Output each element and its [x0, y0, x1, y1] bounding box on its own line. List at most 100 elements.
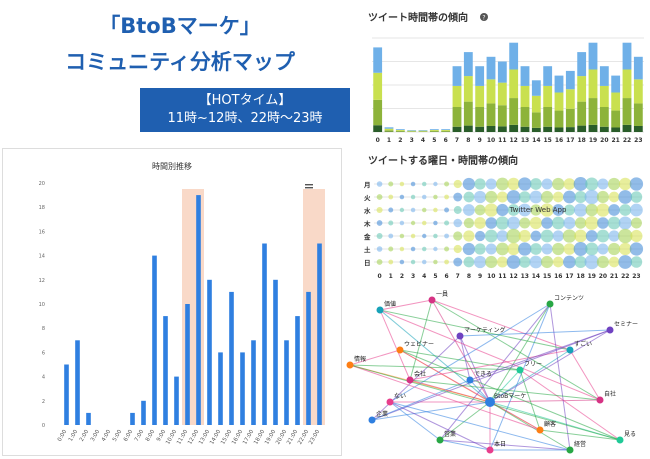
stacked-bar-segment[interactable] — [566, 127, 575, 132]
bubble[interactable] — [586, 230, 598, 242]
stacked-bar-segment[interactable] — [623, 69, 632, 98]
bubble[interactable] — [541, 217, 553, 229]
network-node[interactable] — [487, 447, 494, 454]
bubble[interactable] — [519, 217, 530, 228]
bubble[interactable] — [563, 217, 575, 229]
bubble[interactable] — [585, 190, 599, 204]
bubble[interactable] — [609, 257, 620, 268]
bubble[interactable] — [530, 243, 542, 255]
stacked-bar-segment[interactable] — [498, 83, 507, 106]
stacked-bar-segment[interactable] — [441, 130, 450, 131]
bubble[interactable] — [411, 260, 415, 264]
network-node[interactable] — [429, 297, 436, 304]
bar[interactable] — [284, 340, 289, 425]
bubble[interactable] — [463, 204, 475, 216]
bubble[interactable] — [454, 206, 462, 214]
bar[interactable] — [163, 316, 168, 425]
stacked-bar-segment[interactable] — [634, 57, 643, 80]
network-node[interactable] — [369, 417, 376, 424]
bubble[interactable] — [422, 234, 426, 238]
bubble[interactable] — [597, 178, 608, 189]
bubble[interactable] — [400, 247, 404, 251]
stacked-bar-segment[interactable] — [385, 130, 394, 131]
stacked-bar-segment[interactable] — [373, 125, 382, 132]
bubble[interactable] — [564, 243, 576, 255]
stacked-bar-segment[interactable] — [623, 98, 632, 125]
stacked-bar-segment[interactable] — [430, 129, 439, 130]
bar[interactable] — [174, 377, 179, 425]
stacked-bar-segment[interactable] — [521, 66, 530, 86]
stacked-bar-segment[interactable] — [543, 66, 552, 86]
bubble[interactable] — [496, 204, 508, 216]
bubble[interactable] — [400, 234, 405, 239]
bubble[interactable] — [422, 195, 427, 200]
bubble[interactable] — [411, 182, 416, 187]
bubble[interactable] — [388, 247, 393, 252]
bubble[interactable] — [411, 208, 415, 212]
bubble[interactable] — [422, 208, 426, 212]
bubble[interactable] — [608, 243, 620, 255]
stacked-bar-segment[interactable] — [589, 43, 598, 70]
bubble[interactable] — [630, 177, 643, 190]
bubble[interactable] — [453, 258, 462, 267]
stacked-bar-segment[interactable] — [498, 62, 507, 83]
network-node[interactable] — [387, 399, 394, 406]
bubble[interactable] — [542, 243, 553, 254]
stacked-bar-segment[interactable] — [385, 127, 394, 128]
bubble[interactable] — [507, 190, 521, 204]
stacked-bar-segment[interactable] — [509, 69, 518, 98]
bubble[interactable] — [496, 178, 509, 191]
bubble[interactable] — [400, 260, 404, 264]
bar[interactable] — [317, 244, 322, 426]
bubble[interactable] — [597, 243, 608, 254]
bubble[interactable] — [485, 191, 497, 203]
network-node[interactable] — [617, 437, 624, 444]
stacked-bar-segment[interactable] — [634, 79, 643, 103]
bubble[interactable] — [400, 221, 404, 225]
bubble[interactable] — [400, 208, 404, 212]
bubble[interactable] — [518, 242, 531, 255]
stacked-bar-segment[interactable] — [487, 79, 496, 103]
bubble[interactable] — [585, 242, 598, 255]
bubble[interactable] — [563, 229, 576, 242]
bubble[interactable] — [474, 217, 486, 229]
bubble[interactable] — [609, 192, 620, 203]
stacked-bar-segment[interactable] — [555, 76, 564, 93]
bar[interactable] — [141, 401, 146, 425]
bubble[interactable] — [630, 242, 643, 255]
bubble[interactable] — [444, 260, 449, 265]
bubble[interactable] — [453, 193, 462, 202]
network-node[interactable] — [567, 347, 574, 354]
bubble[interactable] — [563, 191, 576, 204]
bar[interactable] — [262, 244, 267, 426]
bubble[interactable] — [619, 216, 632, 229]
bubble[interactable] — [585, 216, 599, 230]
stacked-bar-segment[interactable] — [634, 126, 643, 132]
bubble[interactable] — [400, 182, 404, 186]
stacked-bar-segment[interactable] — [464, 52, 473, 76]
stacked-bar-segment[interactable] — [577, 76, 586, 102]
bubble[interactable] — [411, 234, 415, 238]
bubble[interactable] — [433, 221, 437, 225]
bubble[interactable] — [531, 231, 542, 242]
bubble[interactable] — [485, 217, 497, 229]
stacked-bar-segment[interactable] — [498, 105, 507, 126]
bubble[interactable] — [388, 220, 393, 225]
bubble[interactable] — [400, 195, 404, 199]
bar[interactable] — [86, 413, 91, 425]
bubble[interactable] — [422, 260, 427, 265]
bubble[interactable] — [422, 247, 426, 251]
bubble[interactable] — [411, 221, 415, 225]
stacked-bar-segment[interactable] — [577, 102, 586, 126]
bubble[interactable] — [497, 191, 508, 202]
stacked-bar-segment[interactable] — [373, 100, 382, 125]
bubble[interactable] — [463, 243, 475, 255]
bubble[interactable] — [474, 243, 485, 254]
stacked-bar-segment[interactable] — [555, 111, 564, 128]
bubble[interactable] — [422, 182, 426, 186]
stacked-bar-segment[interactable] — [464, 126, 473, 132]
bubble[interactable] — [444, 195, 449, 200]
stacked-bar-segment[interactable] — [487, 126, 496, 132]
stacked-bar-segment[interactable] — [577, 126, 586, 132]
bubble[interactable] — [608, 230, 619, 241]
